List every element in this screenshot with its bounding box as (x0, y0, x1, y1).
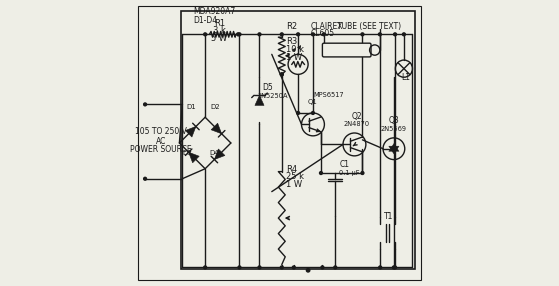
Polygon shape (186, 126, 196, 137)
Text: D1-D4: D1-D4 (193, 16, 217, 25)
Circle shape (394, 33, 396, 36)
Circle shape (281, 73, 283, 76)
Text: C1: C1 (339, 160, 349, 169)
Bar (181, 11, 415, 269)
Text: 1N5250A: 1N5250A (258, 93, 288, 99)
Circle shape (203, 33, 207, 36)
Text: R1: R1 (214, 19, 225, 28)
Circle shape (394, 266, 396, 269)
Circle shape (281, 73, 283, 76)
Text: R4: R4 (286, 165, 297, 174)
Text: 3 k: 3 k (213, 26, 226, 35)
Circle shape (292, 266, 295, 269)
Text: L1: L1 (402, 73, 411, 82)
Circle shape (392, 266, 395, 269)
Circle shape (361, 33, 364, 36)
Text: D1: D1 (186, 104, 196, 110)
Circle shape (379, 266, 382, 269)
Text: R2: R2 (286, 22, 297, 31)
Text: TUBE (SEE TEXT): TUBE (SEE TEXT) (337, 22, 401, 31)
Text: MDA920A7: MDA920A7 (193, 7, 235, 16)
Polygon shape (211, 123, 222, 134)
Text: D5: D5 (262, 83, 273, 92)
Text: 2N5569: 2N5569 (381, 126, 407, 132)
Text: 105 TO 250 V: 105 TO 250 V (135, 128, 187, 136)
Text: D4: D4 (209, 150, 219, 156)
Text: 1 W: 1 W (286, 180, 302, 189)
Circle shape (297, 112, 300, 114)
Text: MPS6517: MPS6517 (314, 92, 344, 98)
Text: T1: T1 (385, 212, 394, 221)
Text: R3: R3 (286, 37, 297, 46)
Polygon shape (389, 146, 399, 154)
Text: Q3: Q3 (389, 116, 399, 125)
Circle shape (311, 112, 314, 114)
Circle shape (311, 33, 314, 36)
Text: 0.1 μF: 0.1 μF (339, 170, 359, 176)
Text: 5 W: 5 W (211, 34, 228, 43)
Circle shape (378, 33, 381, 36)
FancyBboxPatch shape (323, 43, 371, 57)
Text: CL605: CL605 (310, 29, 334, 38)
Text: 2N4870: 2N4870 (344, 122, 370, 127)
Circle shape (203, 266, 207, 269)
Circle shape (334, 266, 337, 269)
Circle shape (361, 172, 364, 174)
Polygon shape (188, 152, 199, 163)
Circle shape (320, 172, 323, 174)
Circle shape (306, 269, 310, 272)
Circle shape (144, 177, 146, 180)
Text: D3: D3 (183, 150, 192, 156)
Text: D2: D2 (211, 104, 220, 110)
Circle shape (323, 33, 325, 36)
Polygon shape (255, 95, 264, 106)
Polygon shape (214, 149, 225, 160)
Circle shape (297, 33, 300, 36)
Text: 10 k: 10 k (286, 45, 304, 54)
Circle shape (144, 103, 146, 106)
Circle shape (402, 33, 405, 36)
Text: CLAIREX: CLAIREX (310, 22, 343, 31)
Text: AC: AC (155, 137, 166, 146)
Circle shape (236, 33, 239, 36)
Text: Q1: Q1 (308, 99, 318, 105)
Text: POWER SOURCE: POWER SOURCE (130, 145, 192, 154)
Circle shape (238, 33, 241, 36)
Circle shape (321, 266, 324, 269)
Text: 1 W: 1 W (286, 53, 302, 62)
Circle shape (281, 33, 283, 36)
Circle shape (238, 266, 241, 269)
Circle shape (258, 266, 261, 269)
Circle shape (281, 266, 283, 269)
Text: 25 k: 25 k (286, 172, 304, 181)
Circle shape (258, 33, 261, 36)
Polygon shape (389, 144, 399, 151)
Text: Q2: Q2 (352, 112, 362, 121)
